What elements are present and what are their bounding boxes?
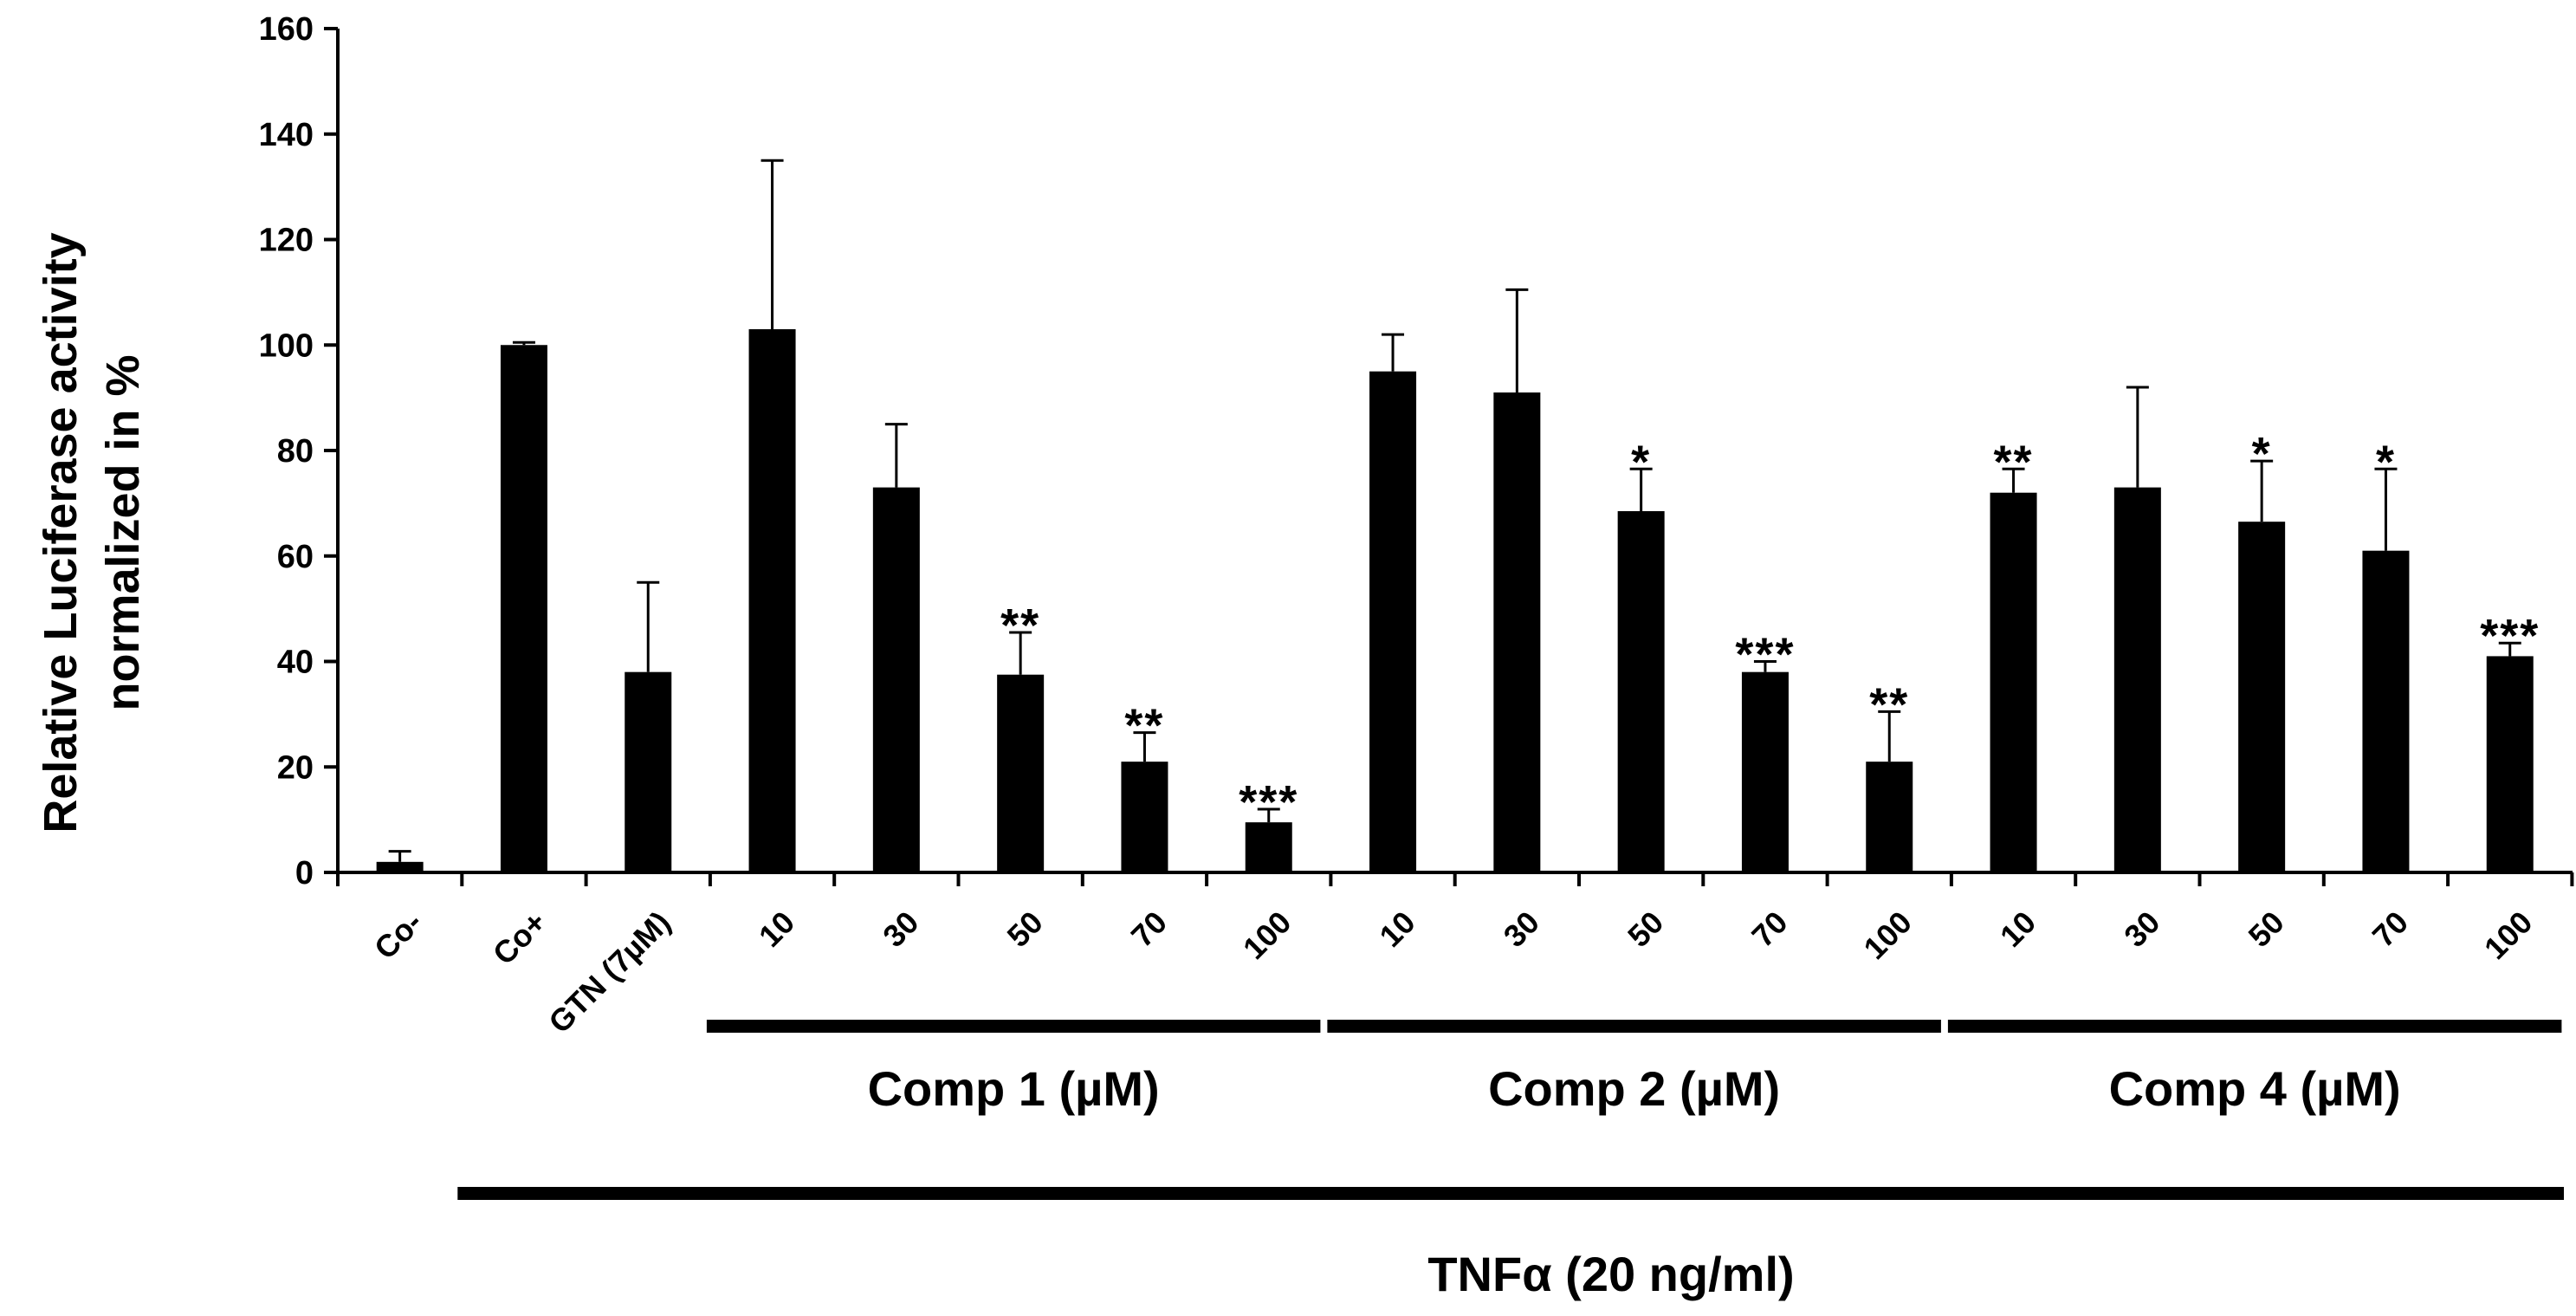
bar	[1866, 762, 1913, 872]
x-tick-label: 70	[1124, 904, 1174, 954]
bar	[2486, 656, 2534, 872]
bar	[625, 671, 672, 872]
x-tick-label: 100	[2477, 904, 2539, 966]
significance-marker: **	[1994, 436, 2034, 488]
y-axis-label-line-2: normalized in %	[97, 354, 149, 710]
y-tick-label: 0	[295, 855, 314, 891]
bar	[1245, 822, 1292, 872]
bar	[2362, 550, 2410, 872]
bar	[1617, 511, 1665, 872]
y-tick-label: 60	[277, 539, 314, 575]
x-tick-label: GTN (7µM)	[541, 904, 677, 1040]
bar	[748, 328, 796, 872]
x-tick-label: 50	[2241, 904, 2290, 954]
x-tick-label: 10	[1372, 904, 1421, 954]
significance-marker: **	[1000, 600, 1040, 652]
group-bracket	[1947, 1020, 2562, 1033]
significance-marker: ***	[1239, 776, 1298, 828]
significance-marker: *	[1631, 436, 1651, 488]
group-label: Comp 1 (µM)	[868, 1061, 1160, 1116]
y-tick-label: 160	[259, 11, 314, 48]
bar	[1121, 762, 1168, 872]
x-tick-label: 100	[1236, 904, 1298, 966]
bar	[1990, 492, 2037, 872]
x-tick-label: 70	[2366, 904, 2415, 954]
x-tick-label: 50	[1000, 904, 1049, 954]
bar	[1493, 392, 1541, 873]
bar	[1369, 371, 1417, 872]
x-tick-label: 30	[2117, 904, 2166, 954]
bar	[376, 861, 424, 872]
group-label: Comp 4 (µM)	[2109, 1061, 2401, 1116]
x-tick-label: 10	[1993, 904, 2042, 954]
y-tick-label: 80	[277, 433, 314, 470]
y-tick-label: 20	[277, 749, 314, 786]
significance-marker: *	[2376, 436, 2396, 488]
bar	[872, 487, 920, 872]
y-axis-label-line-1: Relative Luciferase activity	[35, 232, 87, 833]
group-bracket	[1327, 1020, 1941, 1033]
treatment-bracket	[457, 1187, 2564, 1200]
bar	[2113, 487, 2161, 872]
x-tick-label: 100	[1856, 904, 1918, 966]
x-tick-label: Co+	[486, 904, 553, 972]
plot-area: 0 20 40 60 80 100 120 140 160 Co- Co+GTN (7µM) 10 30…	[259, 11, 2574, 1301]
y-tick-label: 140	[259, 117, 314, 153]
x-tick-label: 30	[876, 904, 925, 954]
y-tick-label: 120	[259, 223, 314, 259]
group-bracket	[706, 1020, 1321, 1033]
treatment-label: TNFα (20 ng/ml)	[1427, 1247, 1794, 1301]
x-tick-label: 10	[752, 904, 801, 954]
bar	[500, 345, 547, 872]
bar	[997, 674, 1045, 872]
significance-marker: **	[1124, 700, 1164, 752]
bar	[1741, 671, 1789, 872]
significance-marker: *	[2252, 428, 2272, 480]
x-tick-label: Co-	[367, 904, 429, 966]
x-tick-label: 70	[1744, 904, 1794, 954]
bar	[2238, 522, 2286, 872]
y-tick-label: 100	[259, 327, 314, 364]
significance-marker: **	[1869, 678, 1909, 730]
significance-marker: ***	[1735, 629, 1795, 681]
y-tick-label: 40	[277, 645, 314, 681]
y-axis-label: Relative Luciferase activity normalized …	[35, 232, 149, 833]
x-tick-label: 30	[1497, 904, 1546, 954]
x-tick-label: 50	[1621, 904, 1670, 954]
significance-marker: ***	[2480, 610, 2540, 662]
group-label: Comp 2 (µM)	[1488, 1061, 1780, 1116]
